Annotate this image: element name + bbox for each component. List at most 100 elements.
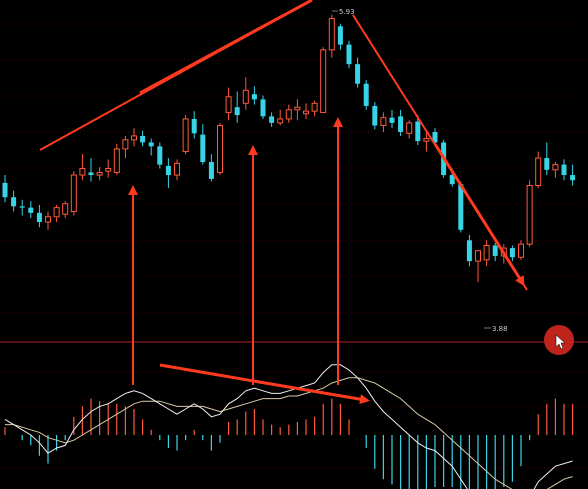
candle-body-20 [174,162,180,176]
candle-body-46 [398,116,404,132]
low-price-label: 3.88 [492,325,508,333]
candle-body-41 [355,64,361,84]
candle-33 [285,104,292,123]
cursor-icon [555,334,566,350]
macd-dif-line [4,364,573,489]
candle-body-61 [526,184,533,245]
candle-39 [337,23,343,50]
candle-body-64 [552,164,559,171]
candle-46 [398,109,404,136]
candle-body-53 [458,184,464,230]
candle-body-42 [363,83,369,106]
candle-body-59 [509,248,515,258]
candle-48 [415,115,421,146]
candle-28 [242,77,249,110]
candle-body-23 [200,134,206,162]
candle-38 [328,14,335,58]
candle-56 [483,240,490,267]
candle-body-10 [88,172,94,176]
candle-body-3 [28,207,34,213]
macd-panel [4,364,574,489]
macd-divergence-arrow [159,363,370,405]
candle-24 [208,154,214,182]
candle-22 [191,111,197,139]
candle-26 [225,87,232,121]
candle-body-62 [535,157,542,186]
candle-body-21 [182,118,189,153]
candle-20 [174,159,180,181]
candle-6 [53,205,60,222]
candle-47 [406,120,413,139]
candle-57 [492,242,498,262]
candle-body-31 [269,116,275,123]
candle-65 [561,159,567,181]
candle-4 [36,205,42,228]
candle-19 [165,158,171,189]
candle-23 [200,124,206,165]
candle-32 [277,109,284,126]
candle-66 [570,164,576,186]
candle-40 [346,40,352,69]
candle-body-44 [380,117,387,126]
candle-body-26 [225,96,232,113]
annotations: 5.93 3.88 [0,0,588,405]
candle-body-29 [251,94,257,100]
candle-body-6 [53,207,60,218]
candle-27 [234,91,240,123]
candle-body-8 [70,174,77,213]
candle-12 [105,159,112,178]
candle-55 [475,250,481,282]
candle-body-40 [346,44,352,65]
candle-body-60 [518,243,524,258]
candle-body-13 [113,148,120,173]
candle-31 [269,112,275,127]
candle-body-16 [140,135,146,143]
candle-53 [458,181,464,233]
candle-63 [544,142,550,176]
candle-41 [355,57,361,88]
candles [2,14,576,282]
candle-body-5 [45,216,51,223]
candle-18 [157,142,163,169]
candle-body-18 [157,146,163,165]
candle-37 [320,47,327,113]
candle-body-45 [389,117,395,123]
candle-body-55 [475,250,481,262]
candle-59 [509,245,515,262]
candle-body-24 [208,162,214,179]
candle-54 [466,235,472,267]
candle-body-0 [2,182,8,198]
candle-body-34 [294,106,301,111]
candle-body-7 [62,203,69,215]
candle-13 [113,143,120,176]
candle-43 [372,102,378,130]
candle-35 [303,103,309,119]
candle-body-66 [570,175,576,181]
candle-body-12 [105,168,112,172]
candle-60 [518,240,524,260]
candle-50 [432,128,438,146]
candle-body-57 [492,245,498,256]
uptrend-line-bold [139,0,313,95]
candle-body-47 [406,122,413,134]
candle-10 [88,158,94,182]
candle-14 [122,135,129,159]
candle-body-49 [423,138,430,142]
candle-9 [79,154,86,181]
candle-body-48 [415,121,421,142]
candle-body-15 [131,135,137,141]
candle-8 [70,171,77,216]
candle-body-25 [217,124,223,173]
candle-49 [423,132,430,152]
candle-body-14 [122,139,129,150]
macd-dea-line [5,377,573,489]
candle-body-33 [285,109,292,120]
candle-17 [148,138,154,156]
candle-15 [131,128,137,147]
candle-body-63 [544,158,550,170]
candle-body-43 [372,105,378,126]
candle-body-37 [320,49,327,113]
candle-body-2 [19,206,25,208]
candle-body-39 [337,26,343,45]
candle-21 [182,115,189,155]
